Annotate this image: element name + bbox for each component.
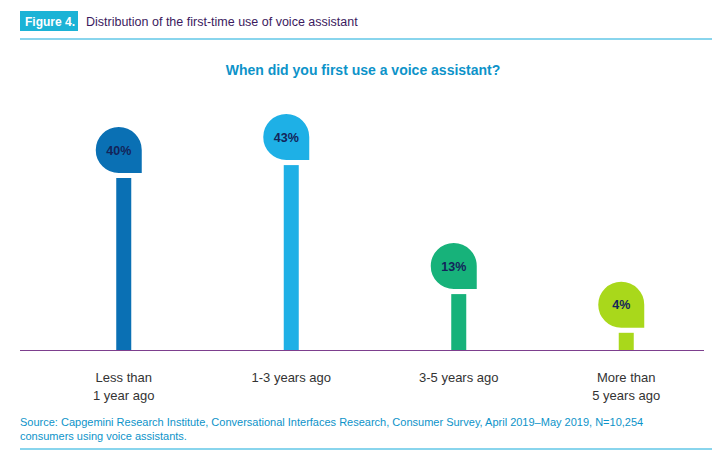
tick-label: Less than1 year ago [93,370,154,403]
tick-label: More than5 years ago [592,370,660,403]
data-label: 43% [274,131,299,145]
label-bubble [430,242,478,290]
bars [116,165,634,350]
figure-label: Figure 4. [25,15,75,29]
x-axis: Less than1 year ago 1-3 years ago 3-5 year… [20,350,704,403]
title: Distribution of the first-time use of vo… [86,15,358,29]
tick-label: 3-5 years ago [419,370,499,385]
tick: Less than1 year ago [93,350,154,403]
data-label: 40% [106,144,131,158]
label-bubble [95,126,143,174]
tick: 3-5 years ago [419,350,499,385]
baseline [20,350,704,351]
bar [451,294,466,350]
tick-label: 1-3 years ago [252,370,332,385]
source: Source: Capgemini Research Institute, Co… [20,416,643,442]
tick: More than5 years ago [592,350,660,403]
bar [116,178,131,350]
bar [284,165,299,350]
bar [619,333,634,350]
footer-rule [20,449,712,450]
data-labels: 40% 43% 13% 4% [95,113,646,329]
subtitle: When did you first use a voice assistant… [226,62,501,78]
data-label: 4% [612,298,630,312]
figure-label-box [20,11,78,31]
chart: Figure 4. Distribution of the first-time … [0,0,726,453]
label-bubble [597,281,645,329]
header-rule [20,39,712,40]
label-bubble [262,113,310,161]
data-label: 13% [441,260,466,274]
tick: 1-3 years ago [252,350,332,385]
